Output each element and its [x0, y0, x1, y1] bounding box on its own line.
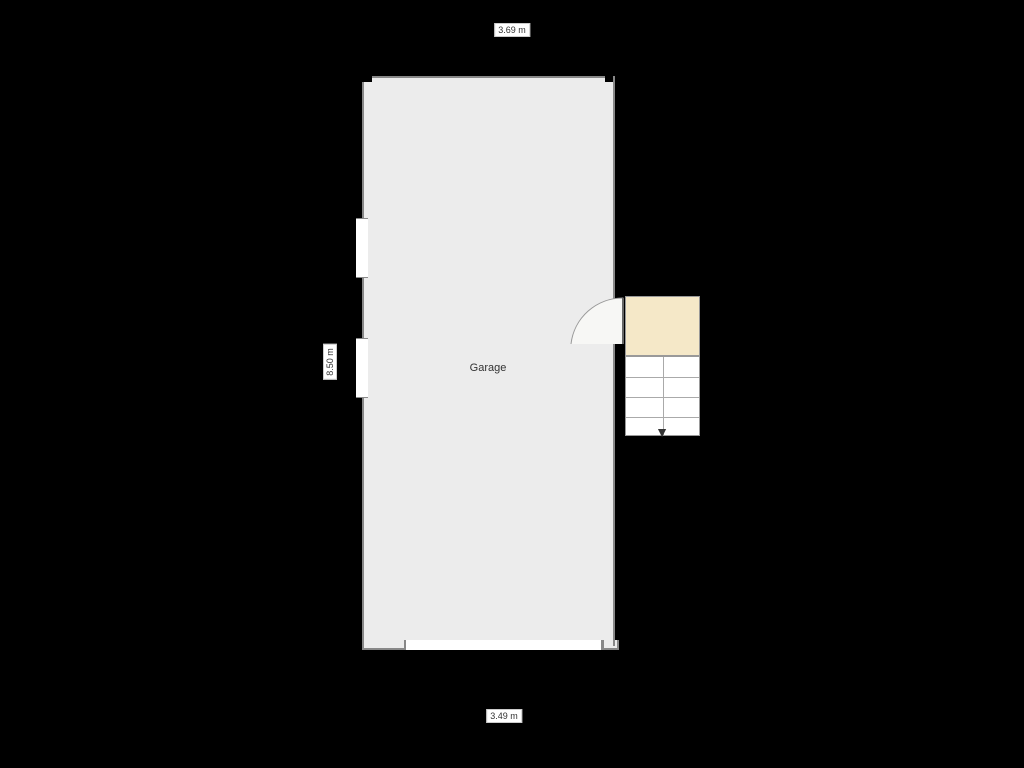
stair-direction-arrow-icon: ▼ [655, 424, 669, 440]
garage-door-opening [402, 640, 602, 650]
floorplan-canvas: ▼ Garage 3.69 m 3.49 m 8.50 m [0, 0, 1024, 768]
stair-tread [626, 417, 699, 418]
room-label-garage: Garage [470, 362, 507, 374]
window-left-upper [356, 218, 368, 278]
stair-tread [626, 377, 699, 378]
window-left-lower [356, 338, 368, 398]
wall-right-upper [613, 76, 615, 296]
dimension-bottom: 3.49 m [486, 709, 522, 723]
stair-tread [626, 397, 699, 398]
stair-landing [625, 296, 700, 356]
wall-right-lower [613, 356, 615, 646]
wall-stub-right [602, 640, 619, 650]
wall-stub-left [362, 640, 406, 650]
wall-accent [362, 76, 372, 82]
room-garage [362, 76, 615, 646]
dimension-top: 3.69 m [494, 23, 530, 37]
door-swing-arc-icon [567, 296, 625, 346]
dimension-left: 8.50 m [323, 344, 337, 380]
